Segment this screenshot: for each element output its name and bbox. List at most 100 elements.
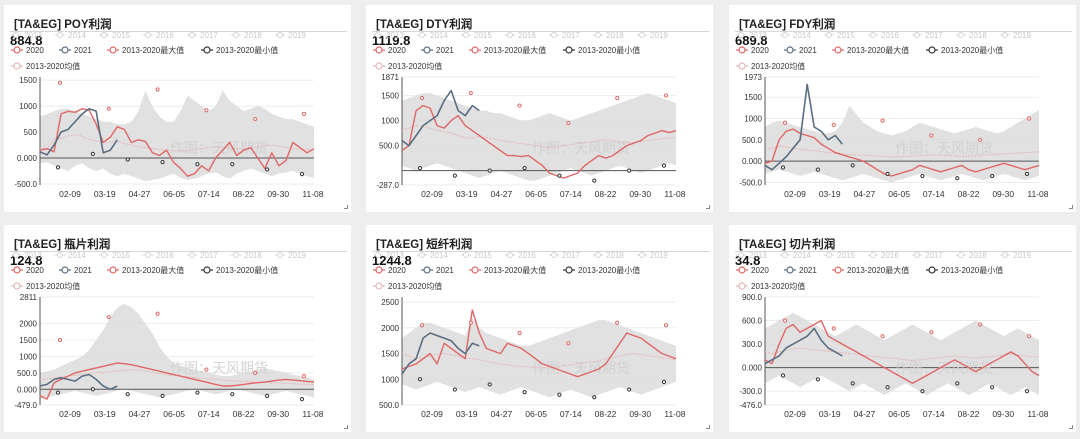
min-marker (592, 178, 597, 183)
min-marker (55, 390, 61, 395)
legend-label-faded: 2018 (969, 251, 987, 260)
max-marker (615, 320, 620, 325)
min-marker (417, 166, 423, 171)
resize-handle-icon[interactable] (1069, 205, 1073, 209)
series-line-average (765, 145, 1040, 158)
max-marker (880, 118, 885, 123)
y-tick-label: 500 (24, 128, 38, 137)
legend-label: 2013-2020均值 (388, 281, 442, 291)
max-marker (566, 341, 571, 346)
legend-marker-faded (277, 252, 283, 258)
legend-marker-faded (738, 32, 744, 38)
x-tick-label: 07-14 (923, 409, 945, 419)
y-tick-label: 0.000 (742, 157, 763, 166)
legend-label: 2020 (26, 266, 44, 275)
x-tick-label: 04-27 (129, 189, 151, 199)
legend-label: 2013-2020均值 (388, 61, 442, 71)
min-marker (990, 173, 995, 179)
min-marker (487, 168, 492, 173)
legend-label-faded: 2017 (925, 31, 943, 40)
resize-handle-icon[interactable] (1069, 425, 1073, 429)
max-marker (419, 95, 425, 101)
x-tick-label: 08-22 (595, 189, 617, 199)
series-line-2020 (39, 108, 315, 177)
legend-marker-faded (463, 32, 469, 38)
legend-marker (375, 62, 383, 70)
x-tick-label: 09-30 (629, 189, 651, 199)
legend-marker-faded (870, 252, 876, 258)
y-tick-label: 1000 (381, 117, 399, 126)
resize-handle-icon[interactable] (344, 205, 348, 209)
legend-label-faded: 2015 (474, 31, 492, 40)
chart-title: [TA&EG] DTY利润 (376, 19, 473, 31)
legend-label-faded: 2016 (881, 251, 899, 260)
y-tick-label: -476.0 (739, 401, 762, 410)
max-marker (1026, 334, 1032, 339)
legend-marker-faded (375, 252, 381, 258)
legend-marker-faded (419, 252, 425, 258)
watermark: 作图：天风期货 (170, 140, 268, 156)
legend-marker (203, 46, 211, 54)
legend-marker-faded (958, 252, 964, 258)
max-marker (615, 95, 620, 101)
max-marker (468, 90, 473, 96)
y-tick-label: -300.0 (739, 387, 762, 396)
legend-marker-faded (639, 32, 645, 38)
legend-label: 2021 (799, 266, 817, 275)
x-tick-label: 03-19 (819, 409, 841, 419)
chart-svg: 2013 2014 2015 2016 2017 2018 2019 2020 2021 2013… (373, 251, 686, 419)
legend-marker (109, 266, 117, 274)
min-marker (955, 381, 960, 386)
legend-label: 2021 (436, 266, 454, 275)
x-tick-label: 04-27 (491, 189, 513, 199)
legend-label: 2013-2020均值 (26, 61, 80, 71)
x-tick-label: 07-14 (198, 409, 220, 419)
chart-svg: 2013 2014 2015 2016 2017 2018 2019 2020 2021 2013… (11, 251, 324, 419)
x-tick-label: 02-09 (421, 189, 443, 199)
x-tick-label: 07-14 (198, 189, 220, 199)
max-marker (663, 93, 669, 98)
x-tick-label: 08-22 (958, 409, 980, 419)
legend-marker-faded (375, 32, 381, 38)
series-line-2021 (39, 373, 118, 391)
watermark: 作图：天风期货 (170, 360, 268, 376)
legend-label-faded: 2016 (881, 31, 899, 40)
legend-marker-faded (13, 32, 19, 38)
resize-handle-icon[interactable] (344, 425, 348, 429)
legend-marker-faded (958, 32, 964, 38)
legend-marker-faded (782, 32, 788, 38)
y-tick-label: 2000 (19, 320, 37, 329)
max-marker (155, 87, 160, 92)
y-tick-label: 2500 (381, 298, 399, 307)
legend-marker-faded (551, 32, 557, 38)
title-divider (735, 251, 1072, 252)
legend-marker-faded (1002, 32, 1008, 38)
legend-marker (423, 266, 431, 274)
y-tick-label: -479.0 (14, 401, 37, 410)
legend-label-faded: 2014 (793, 31, 811, 40)
resize-handle-icon[interactable] (706, 425, 710, 429)
legend-marker (471, 46, 479, 54)
min-marker (780, 373, 786, 378)
resize-handle-icon[interactable] (706, 205, 710, 209)
series-line-2021 (39, 107, 118, 156)
min-marker (627, 387, 632, 392)
y-tick-label: -500.0 (739, 178, 762, 187)
legend-marker (786, 46, 794, 54)
series-line-2021 (401, 89, 480, 147)
x-tick-label: 11-08 (664, 409, 685, 419)
y-tick-label: 1500 (381, 350, 399, 359)
legend-label-faded: 2016 (518, 251, 536, 260)
x-tick-label: 02-09 (784, 409, 806, 419)
x-tick-label: 09-30 (992, 409, 1014, 419)
x-tick-label: 03-19 (456, 189, 478, 199)
legend-marker (738, 46, 746, 54)
y-tick-label: 500.0 (742, 136, 763, 145)
max-marker (301, 374, 307, 379)
max-marker (782, 120, 788, 125)
legend-label: 2013-2020最小值 (216, 265, 278, 275)
legend-label: 2013-2020最大值 (122, 265, 184, 275)
min-marker (522, 390, 527, 395)
legend-marker-faded (57, 32, 63, 38)
legend-marker-faded (826, 32, 832, 38)
